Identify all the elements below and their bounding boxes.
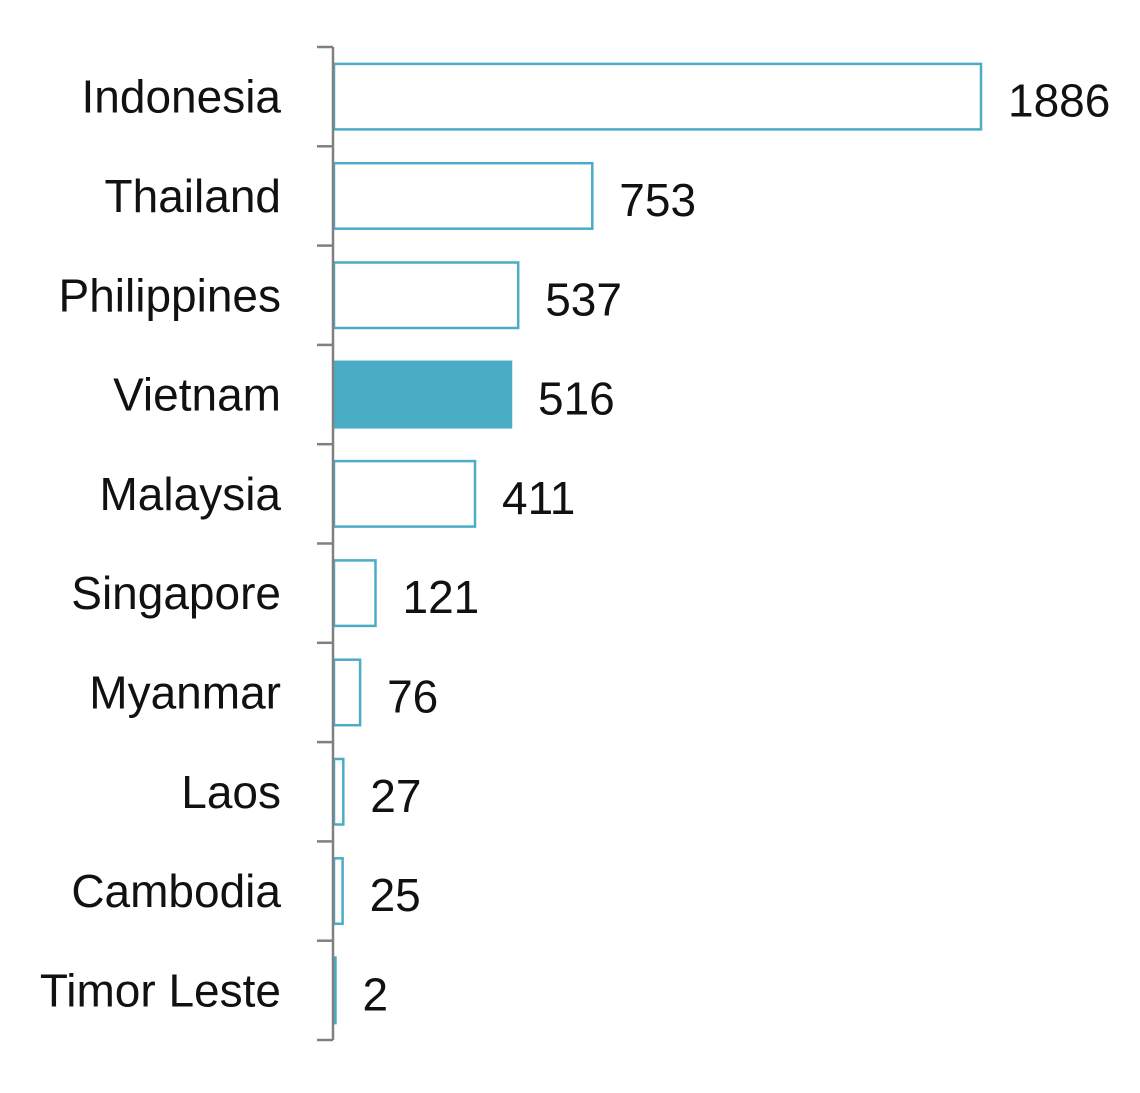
category-label-thailand: Thailand bbox=[105, 170, 281, 222]
value-labels-group: 1886 753 537 516 411 121 76 27 25 2 bbox=[363, 75, 1111, 1021]
category-label-singapore: Singapore bbox=[71, 567, 281, 619]
category-label-myanmar: Myanmar bbox=[89, 666, 281, 718]
bar-myanmar bbox=[332, 658, 362, 727]
value-label-indonesia: 1886 bbox=[1008, 75, 1110, 127]
category-label-cambodia: Cambodia bbox=[71, 865, 281, 917]
bar-indonesia bbox=[332, 62, 983, 131]
category-label-indonesia: Indonesia bbox=[82, 71, 282, 123]
category-axis bbox=[317, 45, 335, 1042]
value-label-thailand: 753 bbox=[619, 174, 696, 226]
category-label-vietnam: Vietnam bbox=[113, 369, 281, 421]
bar-thailand bbox=[332, 161, 594, 230]
value-label-myanmar: 76 bbox=[387, 670, 438, 722]
category-label-laos: Laos bbox=[181, 766, 281, 818]
value-label-vietnam: 516 bbox=[538, 373, 615, 425]
bar-philippines bbox=[332, 261, 520, 330]
category-label-malaysia: Malaysia bbox=[99, 468, 281, 520]
value-label-laos: 27 bbox=[370, 770, 421, 822]
bars-group bbox=[332, 62, 983, 1025]
category-labels-group: Indonesia Thailand Philippines Vietnam Malay… bbox=[40, 71, 282, 1017]
value-label-singapore: 121 bbox=[403, 571, 480, 623]
category-label-philippines: Philippines bbox=[59, 269, 281, 321]
category-label-timor-leste: Timor Leste bbox=[40, 964, 281, 1016]
value-label-philippines: 537 bbox=[545, 273, 622, 325]
bar-vietnam bbox=[332, 360, 513, 429]
bar-laos bbox=[332, 757, 345, 826]
bar-singapore bbox=[332, 559, 377, 628]
value-label-timor-leste: 2 bbox=[363, 968, 389, 1020]
bar-malaysia bbox=[332, 459, 477, 528]
value-label-malaysia: 411 bbox=[502, 472, 575, 524]
bar-cambodia bbox=[332, 857, 344, 926]
value-label-cambodia: 25 bbox=[370, 869, 421, 921]
